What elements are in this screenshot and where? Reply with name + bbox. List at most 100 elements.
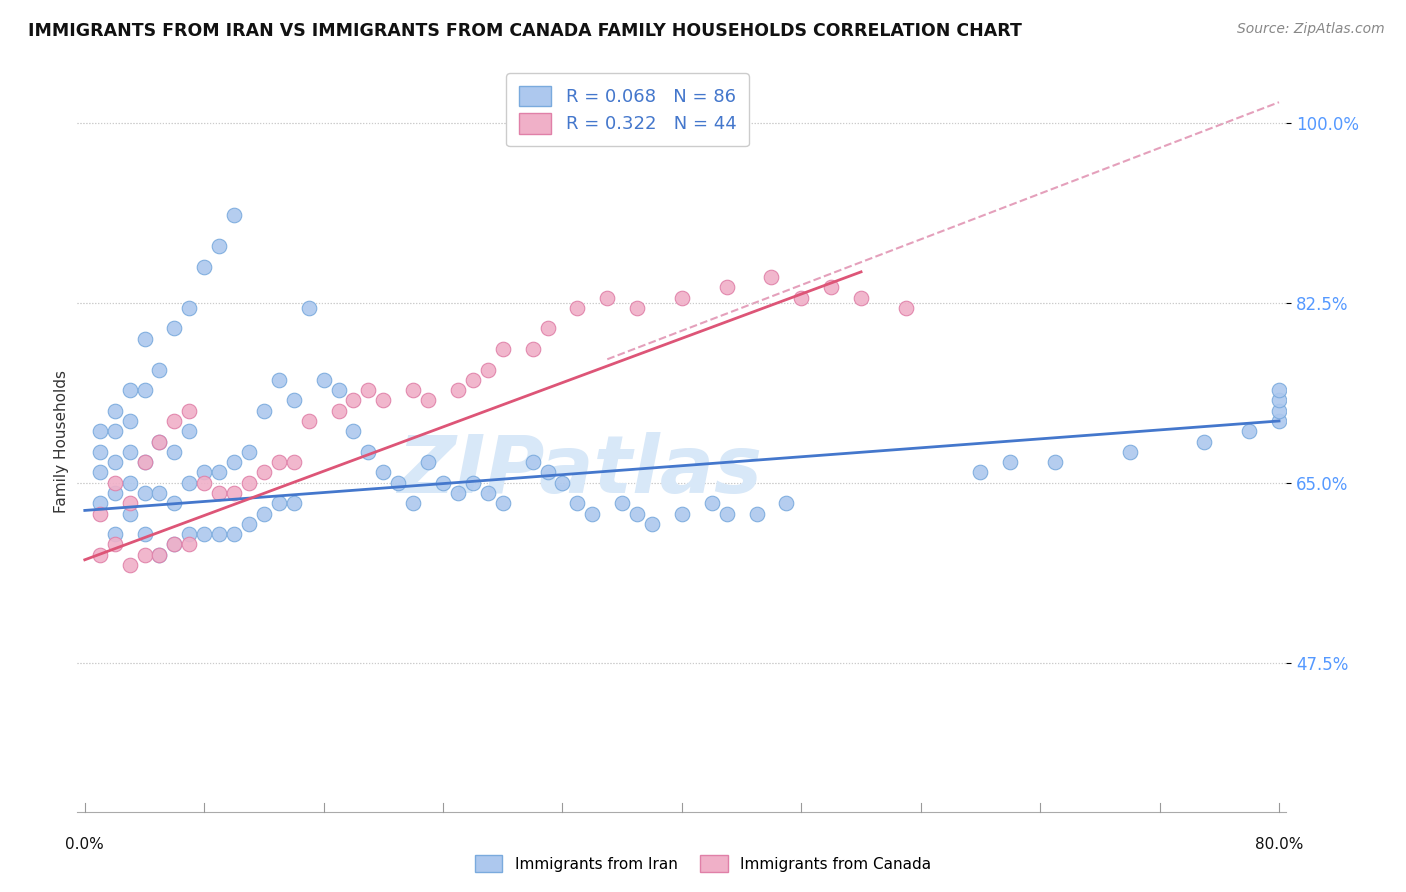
Point xyxy=(253,466,276,480)
Point xyxy=(1194,434,1216,449)
Legend: Immigrants from Iran, Immigrants from Canada: Immigrants from Iran, Immigrants from Ca… xyxy=(467,847,939,880)
Point xyxy=(267,373,290,387)
Point xyxy=(179,475,201,490)
Point xyxy=(536,466,558,480)
Point xyxy=(671,291,693,305)
Point xyxy=(179,424,201,438)
Text: 0.0%: 0.0% xyxy=(66,838,104,853)
Point xyxy=(849,291,872,305)
Y-axis label: Family Households: Family Households xyxy=(53,370,69,513)
Point xyxy=(253,403,276,417)
Point xyxy=(357,445,380,459)
Point xyxy=(418,455,440,469)
Point xyxy=(134,486,156,500)
Point xyxy=(148,362,170,376)
Point xyxy=(626,301,648,315)
Point xyxy=(104,537,127,551)
Point xyxy=(134,455,156,469)
Point xyxy=(134,383,156,397)
Point xyxy=(716,507,738,521)
Point xyxy=(118,507,141,521)
Point xyxy=(373,466,395,480)
Point xyxy=(118,496,141,510)
Point xyxy=(179,301,201,315)
Point xyxy=(267,496,290,510)
Point xyxy=(671,507,693,521)
Point xyxy=(163,537,186,551)
Point xyxy=(596,291,619,305)
Point xyxy=(134,455,156,469)
Point xyxy=(312,373,335,387)
Point xyxy=(89,548,111,562)
Point xyxy=(461,373,484,387)
Point xyxy=(104,403,127,417)
Point xyxy=(447,486,470,500)
Point xyxy=(1268,393,1291,408)
Point xyxy=(148,434,170,449)
Point xyxy=(104,424,127,438)
Point xyxy=(298,414,321,428)
Point xyxy=(551,475,574,490)
Point xyxy=(193,260,215,274)
Point xyxy=(298,301,321,315)
Point xyxy=(208,466,231,480)
Point xyxy=(208,239,231,253)
Point xyxy=(373,393,395,408)
Text: IMMIGRANTS FROM IRAN VS IMMIGRANTS FROM CANADA FAMILY HOUSEHOLDS CORRELATION CHA: IMMIGRANTS FROM IRAN VS IMMIGRANTS FROM … xyxy=(28,22,1022,40)
Point xyxy=(387,475,409,490)
Point xyxy=(894,301,917,315)
Point xyxy=(612,496,634,510)
Point xyxy=(477,486,499,500)
Point xyxy=(163,321,186,335)
Point xyxy=(536,321,558,335)
Point xyxy=(179,403,201,417)
Point xyxy=(567,301,589,315)
Point xyxy=(283,496,305,510)
Text: Source: ZipAtlas.com: Source: ZipAtlas.com xyxy=(1237,22,1385,37)
Point xyxy=(418,393,440,408)
Point xyxy=(581,507,603,521)
Point xyxy=(104,475,127,490)
Point xyxy=(104,455,127,469)
Point xyxy=(328,403,350,417)
Point xyxy=(492,342,515,356)
Point xyxy=(148,486,170,500)
Legend: R = 0.068   N = 86, R = 0.322   N = 44: R = 0.068 N = 86, R = 0.322 N = 44 xyxy=(506,73,749,146)
Point xyxy=(1043,455,1066,469)
Point xyxy=(626,507,648,521)
Point xyxy=(148,548,170,562)
Point xyxy=(447,383,470,397)
Point xyxy=(118,475,141,490)
Point xyxy=(238,475,260,490)
Point xyxy=(148,434,170,449)
Point xyxy=(1268,383,1291,397)
Point xyxy=(342,393,364,408)
Point xyxy=(1000,455,1022,469)
Point xyxy=(283,455,305,469)
Text: ZIPatlas: ZIPatlas xyxy=(396,432,762,510)
Point xyxy=(163,414,186,428)
Point xyxy=(222,486,245,500)
Point xyxy=(761,270,783,285)
Point xyxy=(118,383,141,397)
Point xyxy=(222,208,245,222)
Point xyxy=(208,486,231,500)
Point xyxy=(222,527,245,541)
Point xyxy=(641,516,664,531)
Point xyxy=(283,393,305,408)
Point xyxy=(477,362,499,376)
Point xyxy=(193,527,215,541)
Point xyxy=(253,507,276,521)
Point xyxy=(208,527,231,541)
Point xyxy=(179,527,201,541)
Point xyxy=(118,445,141,459)
Point xyxy=(1237,424,1260,438)
Point xyxy=(134,548,156,562)
Point xyxy=(89,424,111,438)
Point xyxy=(1119,445,1142,459)
Point xyxy=(820,280,842,294)
Point xyxy=(89,507,111,521)
Point xyxy=(700,496,723,510)
Point xyxy=(89,445,111,459)
Point xyxy=(134,527,156,541)
